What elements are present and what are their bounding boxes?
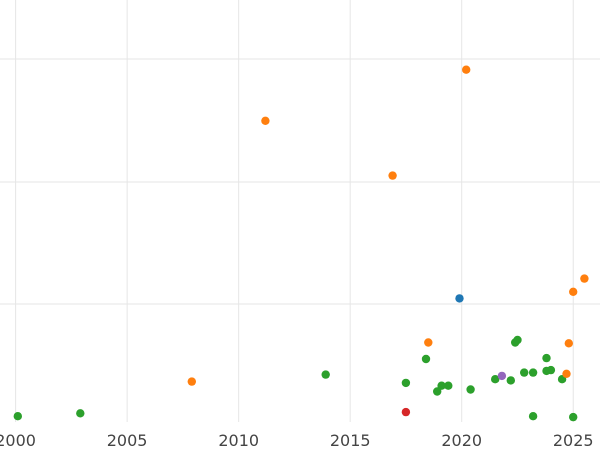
data-point [513,335,522,345]
x-tick-label: 2015 [330,431,371,450]
data-point [388,171,397,180]
grid-layer [0,0,600,422]
x-tick-label: 2025 [553,431,594,450]
data-point [506,376,515,385]
x-tick-label: 2005 [107,431,148,450]
data-point [491,375,500,384]
data-point [462,65,471,74]
x-tick-label: 2020 [441,431,482,450]
data-point [497,371,507,381]
x-axis-ticks: 2000 2005 2010 2015 2020 2025 [0,431,594,450]
x-tick-label: 2000 [0,431,36,450]
data-point [455,294,464,303]
data-point [421,354,431,364]
points-layer [13,65,589,422]
data-point [401,407,411,417]
data-point [437,381,446,390]
data-point [569,287,578,296]
data-point [546,365,556,375]
data-point [13,412,22,421]
x-tick-label: 2010 [218,431,259,450]
data-point [424,338,433,347]
data-point [520,368,529,377]
data-point [528,412,538,421]
data-point [569,412,578,422]
data-point [261,116,270,126]
data-point [562,369,571,378]
data-point [433,387,442,396]
data-point [542,353,551,363]
data-point [564,339,573,348]
data-point [187,377,196,386]
data-point [401,378,411,388]
data-point [444,381,453,390]
data-point [321,370,330,379]
data-point [580,274,589,283]
data-point [76,409,85,418]
data-point [528,368,538,377]
data-point [466,385,475,394]
